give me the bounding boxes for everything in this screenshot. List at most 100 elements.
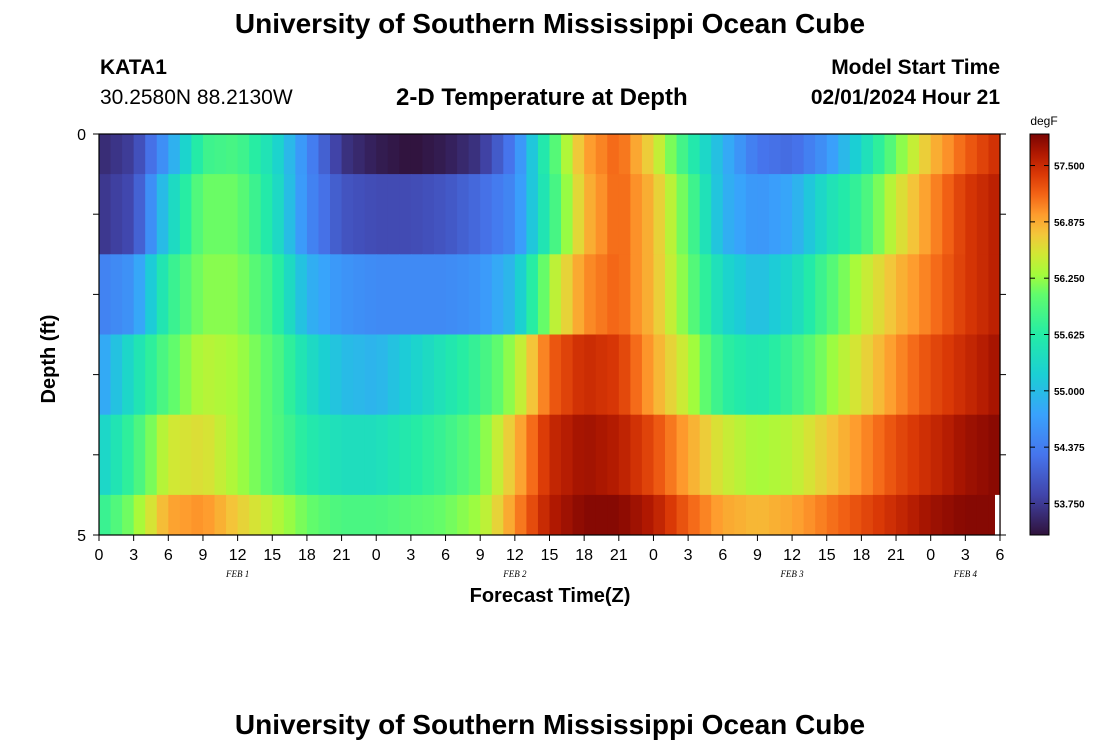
heatmap-cell [907, 334, 920, 416]
heatmap-cell [849, 254, 862, 335]
heatmap-cell [780, 254, 793, 335]
heatmap-cell [353, 254, 366, 335]
heatmap-cell [792, 494, 805, 536]
heatmap-cell [480, 494, 493, 536]
x-tick-label: 15 [263, 547, 281, 564]
heatmap-cell [318, 414, 331, 496]
heatmap-cell [768, 174, 782, 255]
heatmap-cell [260, 174, 273, 255]
heatmap-cell [226, 134, 239, 175]
heatmap-cell [387, 254, 400, 335]
heatmap-cell [803, 494, 816, 536]
heatmap-cell [99, 134, 112, 175]
heatmap-cell [826, 494, 839, 536]
heatmap-cell [214, 494, 227, 536]
heatmap-cell [122, 414, 135, 496]
heatmap-cell [99, 174, 112, 255]
x-tick-label: 21 [333, 547, 351, 564]
heatmap-cell [780, 174, 793, 255]
colorbar-unit-label: degF [1030, 114, 1057, 128]
heatmap-cell [491, 494, 504, 536]
heatmap-cell [514, 254, 527, 335]
x-tick-label: 15 [541, 547, 559, 564]
heatmap-cell [237, 134, 250, 175]
station-id: KATA1 [100, 56, 167, 79]
heatmap-cell [595, 414, 608, 496]
heatmap-cell [665, 494, 678, 536]
heatmap-cell [179, 494, 193, 536]
heatmap-cell [595, 254, 608, 335]
heatmap-cell [688, 254, 701, 335]
heatmap-cell [133, 134, 146, 175]
heatmap-cell [295, 134, 308, 175]
heatmap-cell [387, 494, 400, 536]
heatmap-cell [249, 414, 262, 496]
heatmap-cell [561, 174, 574, 255]
heatmap-cell [341, 414, 354, 496]
heatmap-cell [584, 334, 597, 416]
heatmap-cell [133, 174, 146, 255]
heatmap-cell [699, 494, 712, 536]
heatmap-cell [942, 134, 955, 175]
colorbar-tick-label: 55.000 [1054, 387, 1085, 398]
heatmap-cell [665, 334, 678, 416]
heatmap-cell [618, 414, 631, 496]
heatmap-cell [665, 174, 678, 255]
heatmap-cell [191, 174, 204, 255]
heatmap-cell [572, 254, 585, 335]
heatmap-cell [572, 334, 585, 416]
heatmap-cell [584, 174, 597, 255]
heatmap-cell [907, 174, 920, 255]
heatmap-cell [168, 414, 181, 496]
heatmap-cell [526, 334, 539, 416]
heatmap-cell [919, 174, 932, 255]
heatmap-cell [699, 334, 712, 416]
heatmap-cell [457, 174, 470, 255]
heatmap-cell [376, 414, 389, 496]
heatmap-cell [930, 414, 943, 496]
heatmap-cell [237, 414, 250, 496]
heatmap-cell [849, 134, 862, 175]
heatmap-cell [99, 254, 112, 335]
heatmap-cell [330, 134, 343, 175]
heatmap-cell [584, 254, 597, 335]
heatmap-cell [249, 174, 262, 255]
heatmap-cell [734, 414, 747, 496]
heatmap-cell [872, 134, 886, 175]
date-label: FEB 4 [953, 569, 978, 579]
heatmap-cell [699, 174, 712, 255]
heatmap-cell [468, 254, 481, 335]
heatmap-cell [722, 254, 735, 335]
heatmap-cell [965, 334, 978, 416]
heatmap-cell [572, 174, 585, 255]
heatmap-cell [826, 134, 839, 175]
heatmap-cell [410, 254, 424, 335]
plot-title: 2-D Temperature at Depth [396, 84, 688, 111]
heatmap-cell [630, 414, 643, 496]
heatmap-cell [283, 174, 296, 255]
heatmap-cell [202, 414, 216, 496]
heatmap-cell [988, 174, 1001, 255]
heatmap-cell [260, 494, 273, 536]
heatmap-cell [780, 134, 793, 175]
heatmap-cell [919, 134, 932, 175]
x-tick-label: 3 [961, 547, 970, 564]
heatmap-cell [214, 334, 227, 416]
heatmap-cell [803, 134, 816, 175]
heatmap-cell [976, 254, 990, 335]
heatmap-cell [468, 174, 481, 255]
heatmap-cell [688, 174, 701, 255]
heatmap-cell [826, 414, 839, 496]
heatmap-cell [514, 494, 527, 536]
heatmap-cell [549, 174, 562, 255]
heatmap-cell [237, 494, 250, 536]
heatmap-cell [930, 334, 943, 416]
heatmap-cell [838, 134, 851, 175]
heatmap-cell [607, 414, 620, 496]
heatmap-cell [711, 334, 724, 416]
heatmap-cell [364, 414, 377, 496]
heatmap-cell [792, 174, 805, 255]
heatmap-cell [526, 134, 539, 175]
heatmap-cell [803, 174, 816, 255]
heatmap-cell [572, 494, 585, 536]
